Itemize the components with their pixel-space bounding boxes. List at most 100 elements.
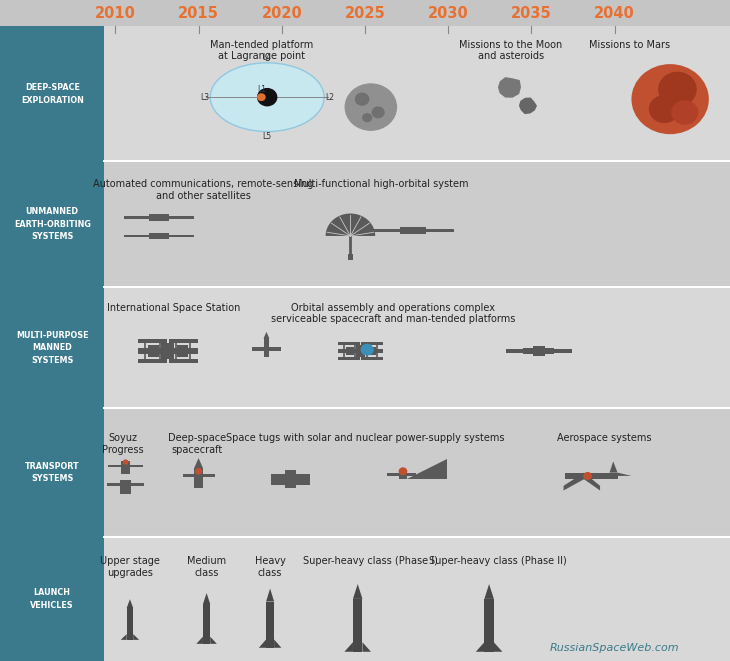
Polygon shape	[564, 473, 584, 490]
Bar	[131, 483, 144, 486]
Text: 2015: 2015	[178, 6, 219, 20]
Bar	[203, 604, 210, 644]
Bar	[523, 348, 554, 354]
Circle shape	[355, 93, 369, 106]
Text: TRANSPORT
SYSTEMS: TRANSPORT SYSTEMS	[25, 462, 80, 483]
Bar	[285, 470, 296, 488]
Polygon shape	[266, 588, 274, 602]
Bar	[108, 465, 121, 467]
Ellipse shape	[210, 63, 324, 132]
Bar	[346, 346, 354, 356]
Text: 2040: 2040	[594, 6, 635, 20]
Bar	[372, 229, 400, 232]
Bar	[149, 214, 169, 221]
Circle shape	[257, 88, 277, 106]
Circle shape	[671, 100, 699, 125]
Polygon shape	[259, 639, 266, 648]
Bar	[361, 357, 372, 360]
Text: Missions to the Moon
and asteroids: Missions to the Moon and asteroids	[459, 40, 563, 61]
Bar	[387, 473, 399, 476]
Text: Upper stage
upgrades: Upper stage upgrades	[100, 556, 160, 578]
Text: 2025: 2025	[345, 6, 385, 20]
Bar	[138, 348, 198, 354]
Bar	[404, 473, 416, 476]
Circle shape	[399, 467, 407, 475]
Bar	[120, 480, 131, 494]
Text: DEEP-SPACE
EXPLORATION: DEEP-SPACE EXPLORATION	[20, 83, 84, 104]
Polygon shape	[610, 461, 618, 473]
Text: Medium
class: Medium class	[187, 556, 226, 578]
Text: 2030: 2030	[428, 6, 469, 20]
Bar	[0, 26, 104, 661]
Bar	[127, 608, 133, 640]
Circle shape	[195, 468, 202, 475]
Polygon shape	[326, 214, 375, 236]
Bar	[194, 473, 203, 477]
Polygon shape	[362, 642, 371, 652]
Bar	[169, 216, 194, 219]
Polygon shape	[274, 639, 281, 648]
Bar	[356, 345, 366, 357]
Bar	[252, 348, 266, 350]
Bar	[177, 345, 188, 357]
Bar	[285, 477, 296, 481]
Polygon shape	[345, 642, 353, 652]
Text: MULTI-PURPOSE
MANNED
SYSTEMS: MULTI-PURPOSE MANNED SYSTEMS	[16, 330, 88, 365]
Bar	[104, 408, 730, 537]
Bar	[338, 349, 383, 353]
Bar	[104, 287, 730, 408]
Circle shape	[257, 93, 266, 101]
Bar	[339, 342, 349, 345]
Bar	[506, 349, 523, 353]
Circle shape	[361, 344, 374, 356]
Text: Super-heavy class (Phase II): Super-heavy class (Phase II)	[429, 556, 566, 566]
Bar	[485, 599, 494, 652]
Bar	[203, 474, 215, 477]
Text: LAUNCH
VEHICLES: LAUNCH VEHICLES	[31, 588, 74, 609]
Bar	[400, 227, 426, 234]
Text: 2035: 2035	[511, 6, 552, 20]
Bar	[367, 346, 376, 356]
Text: 2010: 2010	[95, 6, 136, 20]
Polygon shape	[133, 634, 139, 640]
Circle shape	[658, 71, 697, 106]
Polygon shape	[584, 473, 600, 490]
Text: Aerospace systems: Aerospace systems	[557, 433, 652, 443]
Text: Multi-functional high-orbital system: Multi-functional high-orbital system	[293, 179, 469, 189]
Text: Man-tended platform
at Lagrange point: Man-tended platform at Lagrange point	[210, 40, 313, 61]
Polygon shape	[127, 600, 133, 608]
Text: Deep-space
spacecraft: Deep-space spacecraft	[168, 433, 226, 455]
Bar	[194, 468, 203, 488]
Polygon shape	[618, 473, 631, 476]
Circle shape	[362, 113, 372, 122]
Bar	[120, 483, 131, 486]
Polygon shape	[353, 584, 362, 599]
Text: L3: L3	[200, 93, 209, 102]
Bar	[399, 473, 407, 479]
Bar	[271, 474, 285, 485]
Text: Space tugs with solar and nuclear power-supply systems: Space tugs with solar and nuclear power-…	[226, 433, 504, 443]
Bar	[264, 338, 269, 357]
Circle shape	[123, 459, 128, 465]
Bar	[104, 26, 730, 161]
Text: L2: L2	[326, 93, 334, 102]
Bar	[104, 161, 730, 287]
Polygon shape	[519, 98, 537, 114]
Bar	[372, 357, 383, 360]
Circle shape	[649, 95, 680, 123]
Bar	[183, 338, 198, 343]
Bar	[121, 461, 130, 474]
Bar	[349, 342, 360, 345]
Bar	[266, 602, 274, 648]
Bar	[554, 349, 572, 353]
Bar	[361, 342, 372, 345]
Text: Super-heavy class (Phase I): Super-heavy class (Phase I)	[304, 556, 438, 566]
Text: Orbital assembly and operations complex
serviceable spacecraft and man-tended pl: Orbital assembly and operations complex …	[271, 303, 515, 325]
Bar	[169, 359, 183, 364]
Bar	[161, 343, 174, 359]
Bar	[339, 357, 349, 360]
Bar	[296, 474, 310, 485]
Bar	[147, 345, 159, 357]
Bar	[138, 359, 153, 364]
Bar	[130, 465, 143, 467]
